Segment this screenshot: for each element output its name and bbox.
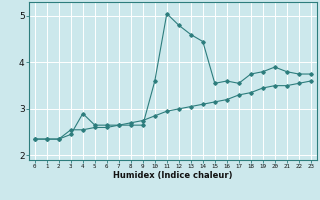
X-axis label: Humidex (Indice chaleur): Humidex (Indice chaleur) (113, 171, 233, 180)
